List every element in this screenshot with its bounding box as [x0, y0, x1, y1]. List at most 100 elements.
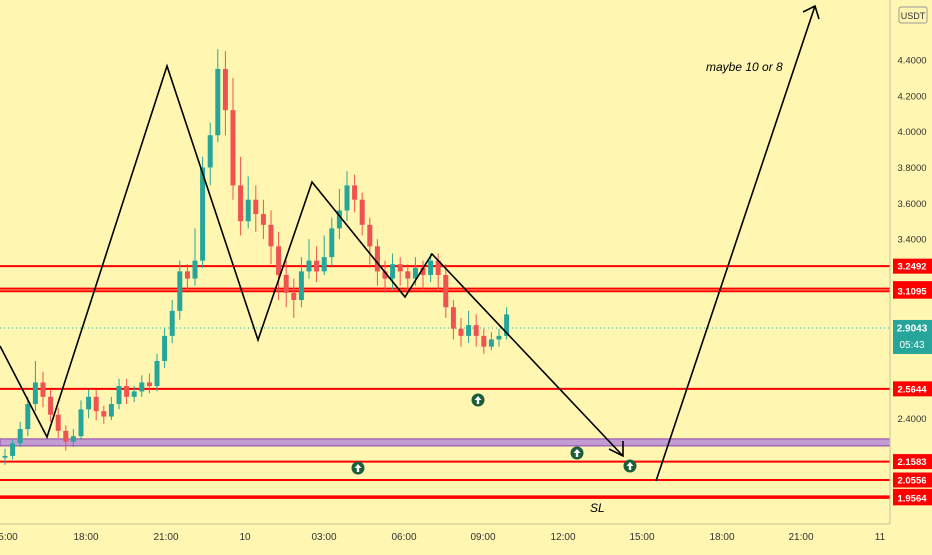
candle: [344, 171, 350, 222]
candle: [481, 328, 487, 354]
price-level-label: 1.9564: [897, 493, 927, 504]
x-tick-label: 03:00: [311, 532, 336, 543]
price-level-label: 2.5644: [897, 384, 927, 395]
candle: [488, 332, 494, 351]
candle: [215, 49, 221, 143]
candle: [139, 375, 145, 397]
candle: [405, 264, 411, 293]
up-arrow-icon: [351, 461, 365, 475]
y-tick-label: 4.2000: [897, 91, 926, 102]
price-level-badge: [893, 283, 932, 299]
candle: [32, 360, 38, 412]
candle: [466, 310, 472, 344]
candle: [184, 264, 190, 290]
countdown-label: 05:43: [899, 340, 924, 351]
candle: [162, 328, 168, 369]
current-price-label: 2.9043: [897, 323, 928, 334]
currency-badge[interactable]: USDT: [898, 6, 928, 24]
candle: [260, 199, 266, 240]
x-tick-label: 15:00: [629, 532, 654, 543]
candle: [154, 353, 160, 392]
candle: [352, 174, 358, 213]
candle: [93, 389, 99, 421]
candle: [420, 260, 426, 290]
candle: [367, 217, 373, 265]
x-tick-label: 12:00: [550, 532, 575, 543]
price-level-badge: [893, 490, 932, 506]
arrowhead-down: [608, 441, 624, 458]
candle: [40, 371, 46, 408]
candle: [207, 122, 213, 186]
candle: [321, 235, 327, 275]
candle: [473, 314, 479, 347]
candle: [25, 396, 31, 437]
price-level-badge: [893, 454, 932, 470]
price-level-badge: [893, 258, 932, 274]
y-tick-label: 3.8000: [897, 163, 926, 174]
x-tick-label: 06:00: [391, 532, 416, 543]
candle: [108, 396, 114, 421]
candle: [70, 429, 76, 447]
current-price-badge: 2.9043 05:43: [893, 319, 932, 354]
arrowhead-up: [802, 4, 820, 20]
candle: [428, 253, 434, 283]
support-zone: [0, 438, 891, 447]
candle: [291, 278, 297, 318]
candle: [314, 246, 320, 283]
candle: [101, 405, 107, 424]
y-tick-label: 2.4000: [897, 414, 926, 425]
candle: [382, 260, 388, 293]
price-level-label: 3.1095: [897, 287, 927, 298]
price-level-label: 3.2492: [897, 262, 926, 273]
price-level-badge: [893, 381, 932, 397]
candle: [336, 188, 342, 240]
candle: [146, 373, 152, 394]
candle: [283, 260, 289, 308]
x-tick-label: 10: [239, 532, 251, 543]
candle: [306, 239, 312, 279]
candle: [222, 51, 228, 136]
candle: [10, 439, 16, 460]
candle: [443, 264, 449, 318]
price-level-badge: [893, 472, 932, 488]
candle: [124, 378, 130, 404]
y-tick-label: 4.4000: [897, 56, 926, 67]
wave-drawing-left: [0, 63, 624, 457]
candle: [17, 421, 23, 447]
price-level-label: 2.1583: [897, 457, 926, 468]
candle: [329, 217, 335, 267]
y-tick-label: 3.6000: [897, 199, 926, 210]
y-tick-label: 4.0000: [897, 127, 926, 138]
candle: [2, 448, 8, 465]
annotation-maybe: maybe 10 or 8: [706, 60, 783, 74]
up-arrow-icon: [471, 393, 485, 407]
candle: [55, 407, 61, 439]
up-arrow-icon: [570, 446, 584, 460]
candle: [397, 257, 403, 286]
candle: [238, 156, 244, 236]
candle: [359, 192, 365, 236]
candle: [131, 386, 137, 403]
up-arrow-icon: [623, 459, 637, 473]
y-tick-label: 3.4000: [897, 235, 926, 246]
candle: [169, 300, 175, 344]
candle: [78, 400, 84, 440]
currency-label: USDT: [901, 11, 926, 21]
x-tick-label: 18:00: [73, 532, 98, 543]
candle: [63, 425, 69, 451]
candle: [116, 378, 122, 410]
wave-drawing-right: [655, 5, 816, 482]
x-tick-label: 5:00: [0, 532, 18, 543]
candle: [298, 257, 304, 308]
candle: [48, 389, 54, 422]
candle: [253, 185, 259, 232]
annotation-sl: SL: [590, 501, 605, 515]
candle: [245, 176, 251, 229]
candle: [496, 328, 502, 347]
candle: [450, 300, 456, 340]
candle: [390, 253, 396, 290]
x-tick-label: 21:00: [153, 532, 178, 543]
x-tick-label: 11: [875, 532, 886, 543]
candle: [458, 317, 464, 347]
